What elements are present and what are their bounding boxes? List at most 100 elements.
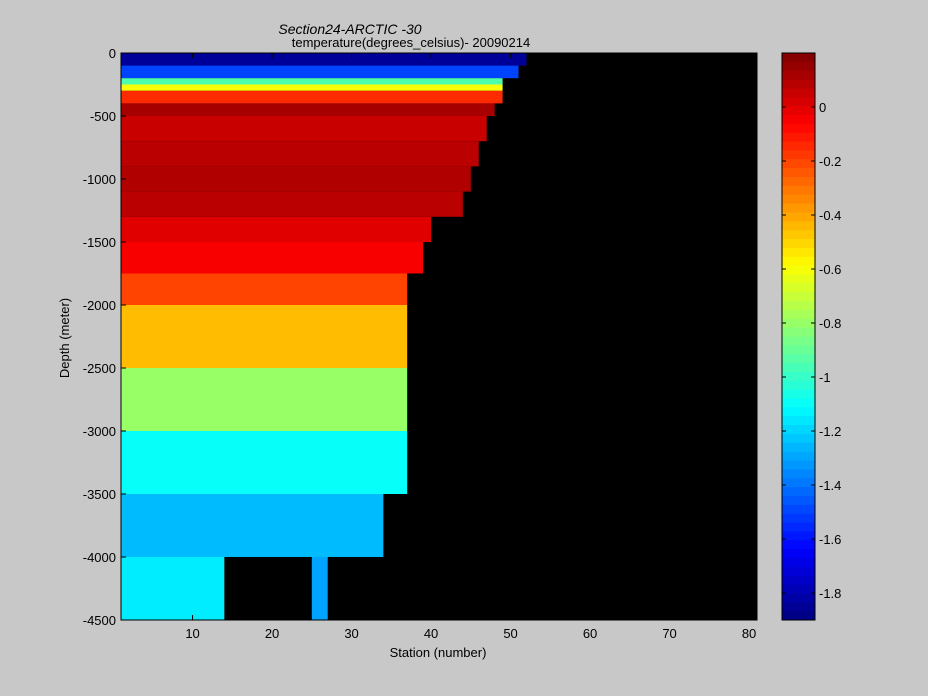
colorbar-segment [782, 292, 815, 302]
colorbar-segment [782, 61, 815, 72]
colorbar-segment [782, 513, 815, 524]
x-tick-label: 40 [424, 626, 438, 641]
colorbar-segment [782, 132, 815, 143]
colorbar-segment [782, 247, 815, 258]
y-axis-label: Depth (meter) [57, 298, 72, 378]
colorbar-segment [782, 79, 815, 89]
colorbar-segment [782, 407, 815, 417]
colorbar-segment [782, 460, 815, 470]
colorbar-segment [782, 230, 815, 240]
colorbar-segment [782, 159, 815, 169]
colorbar-segment [782, 168, 815, 178]
heatmap-cell-2 [121, 78, 503, 85]
heatmap-cell-12 [121, 273, 408, 305]
x-axis-label: Station (number) [390, 645, 487, 660]
colorbar-segment [782, 549, 815, 559]
colorbar-segment [782, 504, 815, 515]
y-tick-label: -1500 [83, 235, 116, 250]
x-tick-label: 20 [265, 626, 279, 641]
x-tick-label: 10 [185, 626, 199, 641]
y-axis: 0 -500 -1000 -1500 -2000 -2500 -3000 -3500 -4000… [83, 46, 757, 628]
colorbar-segment [782, 301, 815, 311]
colorbar-segment [782, 566, 815, 577]
colorbar-tick-label: -0.6 [819, 262, 841, 277]
colorbar-segment [782, 309, 815, 320]
colorbar-segment [782, 469, 815, 479]
colorbar-tick-label: -0.2 [819, 154, 841, 169]
chart-subtitle: temperature(degrees_celsius)- 20090214 [292, 35, 530, 50]
colorbar-segment [782, 425, 815, 435]
colorbar-segment [782, 611, 815, 621]
plot-frame [120, 52, 758, 621]
colorbar-segment [782, 487, 815, 497]
colorbar-segment [782, 531, 815, 541]
colorbar-segment [782, 239, 815, 249]
colorbar-segment [782, 150, 815, 160]
colorbar-tick-label: -0.8 [819, 316, 841, 331]
colorbar-tick-label: -1.8 [819, 586, 841, 601]
colorbar-segment [782, 70, 815, 81]
colorbar-segment [782, 416, 815, 426]
colorbar-segment [782, 371, 815, 382]
colorbar-tick-label: 0 [819, 100, 826, 115]
y-tick-label: -500 [90, 109, 116, 124]
x-tick-label: 50 [503, 626, 517, 641]
heatmap-cell-11 [121, 242, 424, 274]
y-tick-label: 0 [109, 46, 116, 61]
colorbar-tick-label: -0.4 [819, 208, 841, 223]
heatmap-cell-0 [121, 53, 527, 66]
y-tick-label: -2000 [83, 298, 116, 313]
colorbar-frame [781, 52, 816, 621]
chart-title: Section24-ARCTIC -30 [278, 21, 421, 37]
colorbar-segment [782, 433, 815, 444]
heatmap-cell-8 [121, 166, 471, 192]
heatmap-cell-10 [121, 216, 432, 242]
plot-area [120, 52, 758, 621]
colorbar-segment [782, 540, 815, 550]
colorbar-tick-label: -1.6 [819, 532, 841, 547]
colorbar-segment [782, 115, 815, 125]
colorbar-segment [782, 194, 815, 205]
colorbar-segment [782, 354, 815, 364]
heatmap-cell-14 [121, 368, 408, 431]
y-tick-label: -4500 [83, 613, 116, 628]
heatmap-cell-9 [121, 191, 463, 217]
y-tick-label: -2500 [83, 361, 116, 376]
colorbar-segment [782, 345, 815, 355]
colorbar-segment [782, 398, 815, 408]
y-tick-label: -3000 [83, 424, 116, 439]
colorbar: 0 -0.2 -0.4 -0.6 -0.8 -1 -1.2 -1.4 -1.6 -1.8 [781, 52, 841, 621]
colorbar-tick-label: -1.4 [819, 478, 841, 493]
y-tick-label: -1000 [83, 172, 116, 187]
colorbar-segment [782, 212, 815, 222]
colorbar-segment [782, 185, 815, 196]
colorbar-segment [782, 478, 815, 488]
x-tick-label: 30 [344, 626, 358, 641]
colorbar-tick-label: -1 [819, 370, 831, 385]
colorbar-tick-label: -1.2 [819, 424, 841, 439]
heatmap-cell-7 [121, 141, 479, 167]
heatmap-cell-5 [121, 103, 495, 116]
colorbar-segment [782, 593, 815, 603]
colorbar-segment [782, 123, 815, 134]
colorbar-segment [782, 256, 815, 267]
x-tick-label: 80 [742, 626, 756, 641]
colorbar-segment [782, 283, 815, 293]
x-tick-label: 60 [583, 626, 597, 641]
heatmap-cell-17 [121, 557, 225, 620]
colorbar-segment [782, 389, 815, 400]
x-axis: 10 20 30 40 50 60 70 80 [185, 53, 756, 641]
x-tick-label: 70 [662, 626, 676, 641]
heatmap-cell-6 [121, 116, 487, 142]
colorbar-segment [782, 88, 815, 98]
colorbar-segment [782, 442, 815, 453]
colorbar-segment [782, 221, 815, 231]
colorbar-segment [782, 327, 815, 337]
colorbar-segment [782, 451, 815, 462]
colorbar-segment [782, 53, 815, 63]
colorbar-segment [782, 575, 815, 586]
colorbar-segment [782, 336, 815, 346]
colorbar-segment [782, 177, 815, 187]
heatmap-cell-15 [121, 431, 408, 494]
